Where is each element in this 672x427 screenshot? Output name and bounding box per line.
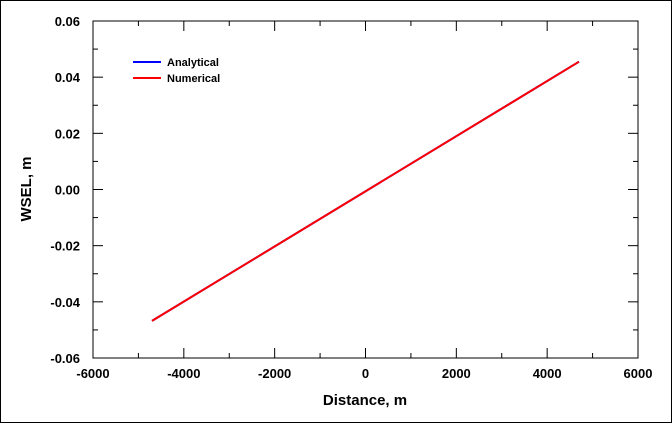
legend-label-analytical: Analytical: [167, 57, 219, 69]
x-tick-label: 0: [362, 366, 369, 381]
y-tick-label: 0.06: [55, 14, 80, 29]
series-line-numerical: [151, 60, 580, 322]
data-series: [151, 60, 580, 322]
x-tick-label: -2000: [258, 366, 291, 381]
y-axis-label: WSEL, m: [18, 156, 35, 221]
y-axis-ticks: -0.06 -0.04 -0.02 0.00 0.02 0.04 0.06: [50, 14, 638, 366]
y-tick-label: -0.06: [50, 351, 80, 366]
y-tick-label: -0.04: [50, 295, 80, 310]
x-tick-label: 2000: [442, 366, 471, 381]
x-tick-label: -4000: [167, 366, 200, 381]
y-tick-label: 0.02: [55, 126, 80, 141]
x-tick-label: -6000: [76, 366, 109, 381]
x-tick-label: 4000: [533, 366, 562, 381]
y-tick-label: 0.00: [55, 183, 80, 198]
legend-label-numerical: Numerical: [167, 73, 220, 85]
x-axis-label: Distance, m: [323, 392, 407, 409]
x-tick-label: 6000: [624, 366, 653, 381]
legend: Analytical Numerical: [133, 57, 220, 85]
x-axis-ticks: -6000 -4000 -2000 0 2000 4000 6000: [76, 21, 652, 381]
y-tick-label: 0.04: [55, 70, 81, 85]
y-tick-label: -0.02: [50, 239, 80, 254]
